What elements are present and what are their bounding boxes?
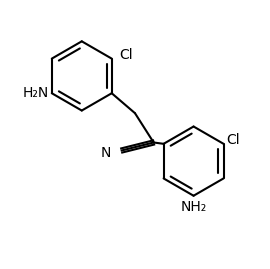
Text: Cl: Cl [120,48,133,62]
Text: Cl: Cl [226,133,240,147]
Text: NH₂: NH₂ [180,200,207,214]
Text: H₂N: H₂N [23,86,49,100]
Text: N: N [101,146,111,160]
